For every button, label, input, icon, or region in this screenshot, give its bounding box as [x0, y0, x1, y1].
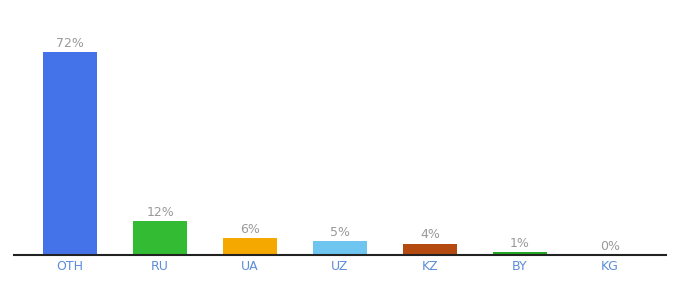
Text: 1%: 1%: [510, 237, 530, 250]
Bar: [223, 238, 277, 255]
Text: 0%: 0%: [600, 240, 619, 253]
Bar: [493, 252, 547, 255]
Bar: [133, 221, 187, 255]
Text: 6%: 6%: [240, 223, 260, 236]
Bar: [313, 241, 367, 255]
Bar: [403, 244, 457, 255]
Text: 72%: 72%: [56, 37, 84, 50]
Bar: [44, 52, 97, 255]
Text: 4%: 4%: [420, 229, 440, 242]
Text: 5%: 5%: [330, 226, 350, 239]
Text: 12%: 12%: [146, 206, 174, 219]
